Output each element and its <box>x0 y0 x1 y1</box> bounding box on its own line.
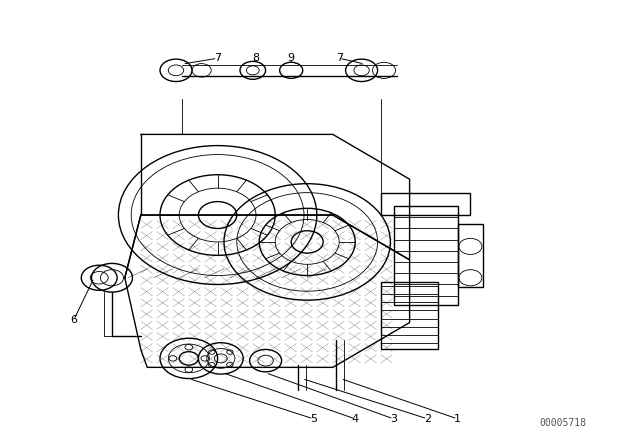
Text: 9: 9 <box>287 53 295 63</box>
Text: 2: 2 <box>424 414 431 424</box>
Text: 5: 5 <box>310 414 317 424</box>
Text: 8: 8 <box>252 53 260 63</box>
Text: 4: 4 <box>351 414 359 424</box>
Bar <box>458 224 483 287</box>
Text: 7: 7 <box>214 53 221 63</box>
Text: 7: 7 <box>335 53 343 63</box>
Bar <box>381 193 470 215</box>
Text: 00005718: 00005718 <box>540 418 587 428</box>
Text: 6: 6 <box>70 315 77 325</box>
Bar <box>394 206 458 305</box>
Bar <box>381 282 438 349</box>
Text: 3: 3 <box>390 414 397 424</box>
Text: 1: 1 <box>454 414 461 424</box>
